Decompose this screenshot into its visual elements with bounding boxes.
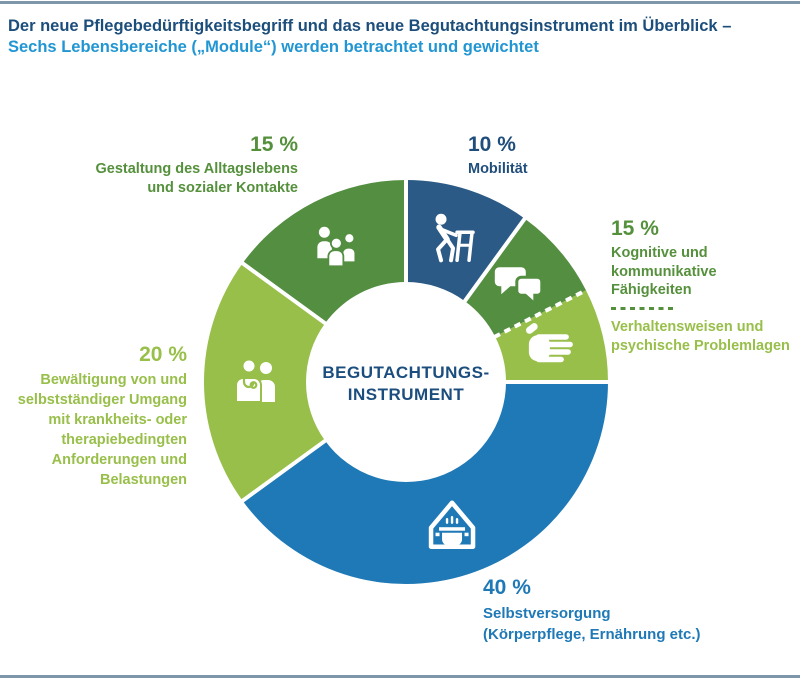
house-cooking-pot-icon [428,500,476,549]
label-selbstversorgung-line2: (Körperpflege, Ernährung etc.) [483,626,701,643]
label-mobilitaet: 10 % Mobilität [468,133,528,179]
label-bewaeltigung-line3: mit krankheits- oder [48,412,187,428]
donut-center-label: BEGUTACHTUNGS- INSTRUMENT [306,362,506,406]
label-bewaeltigung-line5: Anforderungen und [51,452,187,468]
donut-segment-selbstversorgung [242,382,608,584]
people-group-icon [317,226,357,268]
label-gestaltung-line1: Gestaltung des Alltagslebens [95,161,298,177]
segment-divider-solid [240,261,328,326]
center-label-line1: BEGUTACHTUNGS- [322,363,490,382]
percent-bewaeltigung: 20 % [139,343,187,366]
speech-bubbles-icon [494,267,544,308]
donut-segment-mobilitaet [406,180,525,302]
label-gestaltung: 15 % Gestaltung des Alltagslebens und so… [95,133,298,197]
walker-person-icon [435,213,475,263]
doctor-patient-icon [235,358,275,403]
percent-mobilitaet: 10 % [468,133,516,156]
page-title-line1: Der neue Pflegebedürftigkeitsbegriff und… [8,17,732,35]
percent-kognitive: 15 % [611,217,659,240]
label-selbstversorgung-line1: Selbstversorgung [483,605,611,622]
label-kognitive-line2: Fähigkeiten [611,282,692,298]
label-bewaeltigung-line2: selbstständiger Umgang [17,392,187,408]
label-kognitive: 15 % Kognitive und kommunikative Fähigke… [611,217,800,355]
page-title: Der neue Pflegebedürftigkeitsbegriff und… [8,16,731,58]
segment-divider-solid [240,438,328,503]
label-bewaeltigung-line1: Bewältigung von und [40,372,187,388]
bottom-divider-rule [0,675,800,678]
label-mobilitaet-line1: Mobilität [468,161,528,177]
label-selbstversorgung: 40 % Selbstversorgung (Körperpflege, Ern… [483,576,701,645]
dashed-separator [611,306,674,310]
label-bewaeltigung-line4: therapiebedingten [61,432,187,448]
percent-selbstversorgung: 40 % [483,576,531,599]
center-label-line2: INSTRUMENT [347,385,465,404]
segment-divider-dashed [493,288,588,339]
label-verhaltensweisen-line2: psychische Problemlagen [611,337,790,354]
open-hand-icon [525,323,573,363]
label-bewaeltigung: 20 % Bewältigung von und selbstständiger… [18,343,187,490]
label-gestaltung-line2: und sozialer Kontakte [147,179,298,196]
percent-gestaltung: 15 % [250,133,298,156]
label-kognitive-line1: Kognitive und kommunikative [611,245,717,280]
page-title-line2: Sechs Lebensbereiche („Module“) werden b… [8,38,539,56]
segment-divider-solid [462,216,527,304]
top-divider-rule [0,1,800,4]
label-verhaltensweisen-line1: Verhaltensweisen und [611,319,764,335]
label-bewaeltigung-line6: Belastungen [99,472,187,488]
